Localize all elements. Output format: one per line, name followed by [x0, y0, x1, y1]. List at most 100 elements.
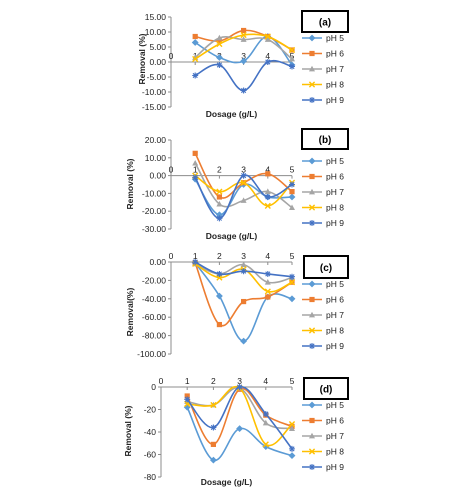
series-ph-8 [192, 31, 296, 63]
legend-item: pH 7 [302, 64, 344, 74]
legend-marker [309, 432, 315, 439]
y-tick-label: -100.00 [137, 349, 166, 359]
data-point [216, 200, 223, 207]
y-tick-label: -40 [144, 427, 157, 437]
legend-label: pH 8 [326, 326, 344, 336]
legend-marker [309, 188, 315, 195]
legend-label: pH 7 [326, 187, 344, 197]
data-point [216, 188, 223, 195]
legend-item: pH 7 [302, 187, 344, 197]
y-tick-label: 0.00 [149, 171, 166, 181]
data-point [265, 171, 271, 177]
y-tick-label: -15.00 [142, 102, 166, 112]
x-tick-label: 0 [159, 376, 164, 386]
data-point [192, 33, 198, 40]
panel-label-box [301, 128, 349, 150]
data-point [216, 270, 223, 277]
x-tick-label: 2 [211, 376, 216, 386]
legend-marker [309, 97, 315, 103]
legend-marker [309, 464, 315, 470]
series-ph-6 [184, 386, 295, 447]
legend-label: pH 7 [326, 310, 344, 320]
data-point [184, 393, 190, 399]
legend-item: pH 5 [302, 279, 344, 289]
legend-label: pH 8 [326, 447, 344, 457]
data-point [215, 54, 223, 61]
data-point [240, 57, 248, 65]
legend-marker [308, 448, 316, 455]
legend-marker [308, 280, 316, 288]
x-tick-label: 2 [217, 251, 222, 261]
legend-item: pH 6 [302, 295, 344, 305]
data-point [264, 202, 271, 209]
legend: pH 5 pH 6 pH 7 pH 8 pH 9 [302, 156, 344, 228]
data-point [289, 181, 295, 188]
legend-label: pH 5 [326, 156, 344, 166]
x-tick-label: 3 [241, 51, 246, 61]
x-axis-label: Dosage (g/L) [206, 109, 258, 119]
legend-label: pH 7 [326, 64, 344, 74]
data-point [210, 401, 217, 409]
data-point [289, 425, 295, 432]
legend-item: pH 8 [302, 326, 344, 336]
data-point [241, 298, 247, 305]
legend-marker [309, 50, 315, 57]
legend-item: pH 6 [302, 416, 344, 426]
series-ph-9 [192, 259, 295, 280]
y-tick-label: -80 [144, 472, 157, 482]
data-point [192, 174, 199, 181]
x-axis-label: Dosage (g/L) [201, 477, 253, 487]
data-point [192, 159, 199, 166]
legend-item: pH 5 [302, 156, 344, 166]
x-tick-label: 3 [241, 251, 246, 261]
data-point [264, 279, 271, 285]
legend-label: pH 6 [326, 295, 344, 305]
y-tick-label: 0.00 [149, 257, 166, 267]
data-point [262, 419, 269, 426]
panel-1: 15.0010.005.000.00-5.00-10.00-15.0001234… [137, 10, 349, 119]
series-line [186, 387, 293, 446]
legend-item: pH 9 [302, 341, 344, 351]
legend-marker [308, 81, 316, 88]
legend-label: pH 5 [326, 400, 344, 410]
panel-4: 0 -20 -40 -60 -80 0 1 2 3 4 5 Removal (%) Dosage (g/… [123, 376, 349, 487]
legend-label: pH 9 [326, 95, 344, 105]
series-line [194, 59, 293, 92]
data-point [240, 179, 247, 186]
y-tick-label: 15.00 [145, 12, 167, 22]
data-point [289, 189, 295, 195]
data-point [192, 55, 199, 63]
legend-item: pH 9 [302, 95, 344, 105]
data-point [288, 421, 296, 428]
legend-item: pH 8 [302, 80, 344, 90]
y-tick-label: -10.00 [142, 87, 166, 97]
panel-label: (c) [320, 263, 332, 274]
data-point [240, 261, 247, 268]
legend-label: pH 6 [326, 49, 344, 59]
panel-2: 20.00 10.00 0.00 -10.00 -20.00 -30.00 0 1 2 3 4 5 Re… [125, 128, 349, 241]
data-point [216, 62, 223, 68]
data-point [184, 396, 191, 403]
legend-marker [308, 327, 316, 334]
y-axis-label: Removal (%) [123, 405, 133, 456]
legend: pH 5 pH 6 pH 7 pH 8 pH 9 [302, 400, 344, 472]
legend: pH 5 pH 6 pH 7 pH 8 pH 9 [302, 33, 344, 105]
panel-label-box [303, 255, 349, 279]
series-ph-9 [192, 59, 295, 94]
y-tick-label: -5.00 [147, 72, 167, 82]
data-point [210, 424, 217, 431]
data-point [241, 27, 247, 34]
data-point [289, 445, 295, 452]
legend-label: pH 7 [326, 431, 344, 441]
y-axis-label: Removal (%) [137, 33, 147, 84]
data-point [288, 193, 296, 201]
data-point [240, 172, 247, 179]
series-line [187, 385, 293, 447]
legend-label: pH 9 [326, 341, 344, 351]
series-ph-9 [184, 384, 295, 452]
y-tick-label: -60 [144, 450, 157, 460]
legend-label: pH 6 [326, 172, 344, 182]
y-tick-label: 5.00 [149, 42, 166, 52]
y-tick-label: -20.00 [142, 206, 166, 216]
